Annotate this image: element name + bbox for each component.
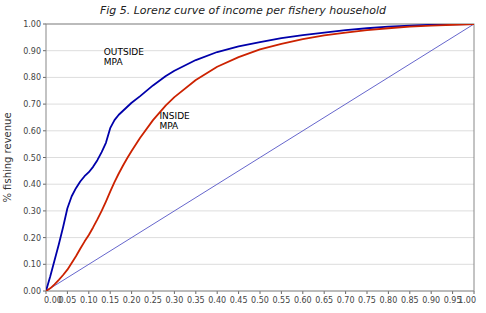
tick-label: 0.50 (23, 154, 41, 163)
annotation-line: MPA (104, 57, 124, 67)
grid-line (46, 210, 474, 211)
title: Fig 5. Lorenz curve of income per fisher… (100, 4, 387, 17)
grid-line (46, 77, 474, 78)
series-line (46, 24, 474, 291)
tick-label: 0.60 (294, 296, 312, 305)
series-line (46, 24, 474, 291)
tick-label: 0.30 (165, 296, 183, 305)
chart: Fig 5. Lorenz curve of income per fisher… (0, 0, 486, 313)
tick-label: 0.10 (80, 296, 98, 305)
y-axis-label: % fishing revenue (2, 112, 13, 202)
series-line (46, 24, 474, 291)
plot-frame (46, 24, 474, 291)
tick-label: 0.35 (187, 296, 205, 305)
tick-label: 0.70 (23, 100, 41, 109)
series-group (46, 24, 474, 291)
x-axis: 0.000.050.100.150.200.250.300.350.400.45… (44, 291, 476, 305)
annotation: OUTSIDEMPA (104, 47, 144, 67)
tick-label: 0.50 (251, 296, 269, 305)
grid-line (46, 264, 474, 265)
tick-label: 0.90 (422, 296, 440, 305)
y-axis: 0.00 0.10 0.20 0.30 0.40 0.50 0.60 0.70 0.80 0.90… (23, 20, 474, 296)
tick-label: 0.00 (23, 287, 41, 296)
grid-line (46, 104, 474, 105)
tick-label: 0.70 (337, 296, 355, 305)
tick-label: 0.25 (144, 296, 162, 305)
tick-label: 0.60 (23, 127, 41, 136)
tick-label: 0.20 (23, 234, 41, 243)
tick-label: 0.45 (230, 296, 248, 305)
annotation-line: INSIDE (159, 111, 190, 121)
tick-label: 0.80 (379, 296, 397, 305)
tick-label: 0.75 (358, 296, 376, 305)
tick-label: 0.55 (272, 296, 290, 305)
tick-label: 0.90 (23, 47, 41, 56)
tick-label: 0.15 (101, 296, 119, 305)
grid-line (46, 237, 474, 238)
tick-label: 0.85 (401, 296, 419, 305)
annotation-line: OUTSIDE (104, 47, 144, 57)
tick-label: 0.20 (123, 296, 141, 305)
tick-label: 0.65 (315, 296, 333, 305)
tick-label: 0.10 (23, 260, 41, 269)
tick-label: 0.30 (23, 207, 41, 216)
annotations: OUTSIDEMPAINSIDEMPA (104, 47, 190, 131)
tick-label: 0.40 (23, 180, 41, 189)
tick-label: 1.00 (23, 20, 41, 29)
annotation-line: MPA (159, 121, 179, 131)
tick-label: 0.05 (58, 296, 76, 305)
tick-label: 0.80 (23, 73, 41, 82)
annotation: INSIDEMPA (159, 111, 190, 131)
tick-label: 1.00 (458, 296, 476, 305)
grid-line (46, 184, 474, 185)
tick-label: 0.40 (208, 296, 226, 305)
